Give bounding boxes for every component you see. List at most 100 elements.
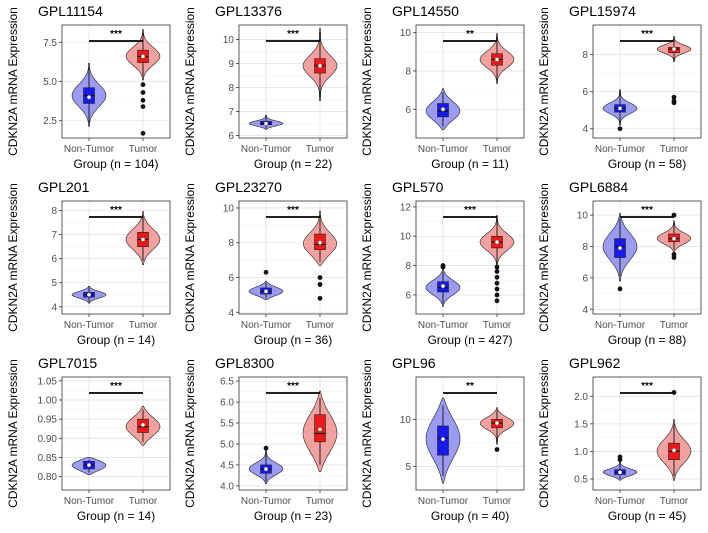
plot-border bbox=[592, 24, 702, 139]
x-tick-label: Tumor bbox=[129, 144, 158, 155]
y-tick-label: 5.0 bbox=[220, 439, 234, 450]
panel-gpl14550: GPL14550 6 8 10 Non-Tumor Tumor ** Group (n = 1… bbox=[360, 3, 525, 171]
y-tick-label: 4 bbox=[228, 308, 234, 319]
y-tick-label: 5 bbox=[405, 462, 411, 473]
plot-background bbox=[239, 25, 347, 138]
y-axis-title: CDKN2A mRNA Expression bbox=[6, 183, 20, 332]
x-tick-label: Non-Tumor bbox=[241, 496, 292, 507]
panel-title: GPL11154 bbox=[38, 3, 103, 19]
mean-point bbox=[317, 427, 323, 432]
panel-title: GPL96 bbox=[392, 355, 436, 371]
x-tick-label: Tumor bbox=[306, 144, 335, 155]
significance-label: *** bbox=[287, 29, 299, 40]
panel-gpl13376: GPL13376 6 7 8 9 10 Non-Tumor Tumor *** Group (n … bbox=[183, 3, 348, 171]
significance-label: *** bbox=[287, 381, 299, 392]
panel-title: GPL201 bbox=[38, 179, 90, 195]
mean-point bbox=[86, 462, 92, 468]
plot-border bbox=[592, 376, 702, 491]
outlier-point bbox=[140, 90, 146, 95]
outlier-point bbox=[494, 292, 500, 298]
outlier-point bbox=[140, 130, 146, 136]
y-tick-label: 0.90 bbox=[38, 434, 58, 445]
panel-title: GPL8300 bbox=[215, 355, 274, 371]
y-tick-label: 8 bbox=[51, 206, 57, 217]
plot-border bbox=[238, 24, 348, 139]
mean-point bbox=[263, 121, 269, 126]
panel-gpl15974: GPL15974 4 6 8 Non-Tumor Tumor *** Group (n = 5… bbox=[537, 3, 702, 171]
plot-border bbox=[415, 200, 525, 315]
y-tick-label: 7 bbox=[228, 107, 234, 118]
mean-point bbox=[440, 107, 446, 112]
y-tick-label: 4.5 bbox=[220, 460, 234, 471]
significance-label: ** bbox=[466, 381, 474, 392]
x-tick-label: Non-Tumor bbox=[595, 320, 646, 331]
significance-label: *** bbox=[641, 205, 653, 216]
plot-border bbox=[238, 376, 348, 491]
y-tick-label: 4 bbox=[51, 302, 57, 313]
outlier-point bbox=[494, 286, 500, 292]
x-tick-label: Tumor bbox=[129, 496, 158, 507]
y-tick-label: 2.5 bbox=[43, 116, 57, 127]
y-tick-label: 5.5 bbox=[220, 419, 234, 430]
x-tick-label: Non-Tumor bbox=[64, 496, 115, 507]
y-tick-label: 5.0 bbox=[43, 77, 57, 88]
y-tick-label: 8 bbox=[228, 238, 234, 249]
y-tick-label: 10 bbox=[400, 28, 412, 39]
mean-point bbox=[671, 448, 677, 453]
significance-label: *** bbox=[641, 381, 653, 392]
y-tick-label: 0.85 bbox=[38, 453, 58, 464]
outlier-point bbox=[671, 94, 677, 100]
x-tick-label: Non-Tumor bbox=[64, 320, 115, 331]
y-axis-title: CDKN2A mRNA Expression bbox=[183, 183, 197, 332]
y-tick-label: 6 bbox=[582, 87, 588, 98]
outlier-point bbox=[494, 280, 500, 286]
panel-gpl8300: GPL8300 4.0 4.5 5.0 5.5 6.0 6.5 Non-Tumor Tumor *… bbox=[183, 355, 348, 523]
significance-label: *** bbox=[464, 205, 476, 216]
x-axis-title: Group (n = 36) bbox=[254, 333, 332, 347]
mean-point bbox=[317, 63, 323, 69]
y-tick-label: 8 bbox=[582, 50, 588, 61]
x-tick-label: Non-Tumor bbox=[595, 496, 646, 507]
y-tick-label: 6 bbox=[228, 131, 234, 142]
significance-label: *** bbox=[641, 29, 653, 40]
y-tick-label: 8 bbox=[405, 261, 411, 272]
panel-gpl7015: GPL7015 0.80 0.85 0.90 0.95 1.00 1.05 Non-Tumor… bbox=[6, 355, 171, 523]
y-tick-label: 8 bbox=[228, 83, 234, 94]
x-tick-label: Tumor bbox=[483, 320, 512, 331]
outlier-point bbox=[494, 447, 500, 452]
plot-border bbox=[238, 200, 348, 315]
x-axis-title: Group (n = 22) bbox=[254, 157, 332, 171]
x-tick-label: Non-Tumor bbox=[64, 144, 115, 155]
y-tick-label: 6.0 bbox=[220, 398, 234, 409]
y-axis-title: CDKN2A mRNA Expression bbox=[537, 183, 551, 332]
x-tick-label: Tumor bbox=[306, 320, 335, 331]
mean-point bbox=[671, 46, 677, 52]
y-tick-label: 0.5 bbox=[574, 474, 588, 485]
x-tick-label: Non-Tumor bbox=[241, 320, 292, 331]
y-tick-label: 10 bbox=[577, 211, 589, 222]
x-tick-label: Non-Tumor bbox=[418, 496, 469, 507]
outlier-point bbox=[263, 445, 269, 451]
panel-gpl962: GPL962 0.5 1.0 1.5 2.0 Non-Tumor Tumor *** Group… bbox=[537, 355, 702, 523]
panel-gpl201: GPL201 4 5 6 7 8 Non-Tumor Tumor *** Group (n = 1… bbox=[6, 179, 171, 347]
outlier-point bbox=[671, 100, 677, 106]
x-axis-title: Group (n = 45) bbox=[608, 509, 686, 523]
x-axis-title: Group (n = 427) bbox=[427, 333, 512, 347]
mean-point bbox=[140, 54, 146, 59]
outlier-point bbox=[617, 126, 623, 132]
y-axis-title: CDKN2A mRNA Expression bbox=[6, 7, 20, 156]
mean-point bbox=[671, 236, 677, 241]
panel-gpl96: GPL96 5 10 Non-Tumor Tumor ** Group (n = 40) CD… bbox=[360, 355, 525, 523]
y-tick-label: 6 bbox=[405, 290, 411, 301]
y-tick-label: 7.5 bbox=[43, 38, 57, 49]
y-tick-label: 10 bbox=[223, 203, 235, 214]
x-tick-label: Non-Tumor bbox=[241, 144, 292, 155]
plot-background bbox=[593, 25, 701, 138]
x-tick-label: Tumor bbox=[129, 320, 158, 331]
mean-point bbox=[317, 240, 323, 245]
x-tick-label: Tumor bbox=[660, 496, 689, 507]
mean-point bbox=[263, 466, 269, 472]
outlier-point bbox=[263, 269, 269, 275]
y-tick-label: 8 bbox=[405, 66, 411, 77]
